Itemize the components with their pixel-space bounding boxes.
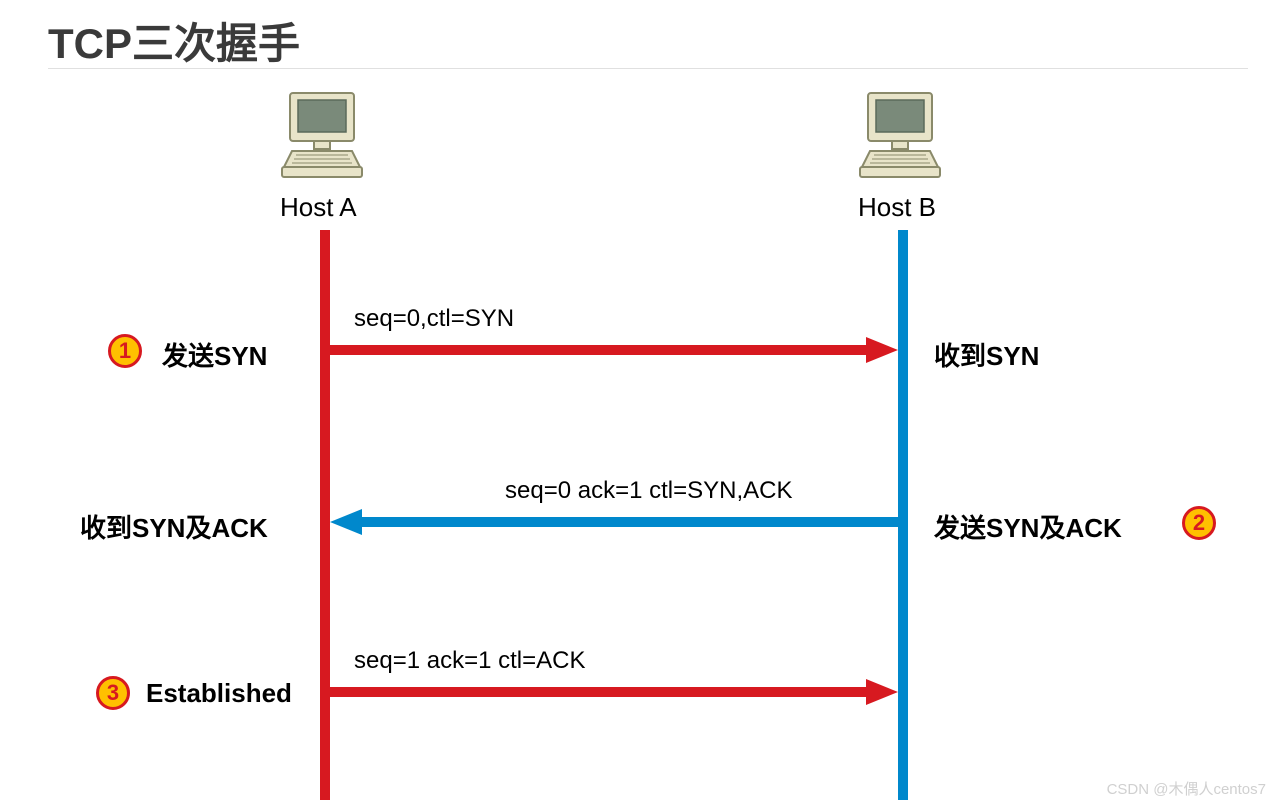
step3-left-label: Established bbox=[146, 678, 292, 709]
timeline-b bbox=[898, 230, 908, 800]
step3-arrow-label: seq=1 ack=1 ctl=ACK bbox=[354, 647, 585, 675]
step3-arrow bbox=[330, 677, 898, 707]
step-badge-2: 2 bbox=[1182, 506, 1216, 540]
watermark: CSDN @木偶人centos7 bbox=[1107, 778, 1266, 799]
step1-left-label: 发送SYN bbox=[162, 336, 267, 373]
host-b-label: Host B bbox=[858, 192, 936, 223]
computer-icon-a bbox=[278, 87, 372, 183]
computer-icon-b bbox=[856, 87, 950, 183]
step-badge-1: 1 bbox=[108, 334, 142, 368]
title-underline bbox=[48, 68, 1248, 69]
page-title: TCP三次握手 bbox=[48, 10, 300, 71]
step1-right-label: 收到SYN bbox=[934, 336, 1039, 373]
host-a-label: Host A bbox=[280, 192, 357, 223]
step2-right-label: 发送SYN及ACK bbox=[934, 508, 1122, 545]
step1-arrow bbox=[330, 335, 898, 365]
step2-arrow-label: seq=0 ack=1 ctl=SYN,ACK bbox=[505, 477, 792, 505]
step-badge-3: 3 bbox=[96, 676, 130, 710]
handshake-diagram: Host A Host B 1 发送SYN 收到SYN seq=0,ctl=SY… bbox=[0, 80, 1284, 800]
timeline-a bbox=[320, 230, 330, 800]
step2-left-label: 收到SYN及ACK bbox=[80, 508, 268, 545]
step2-arrow bbox=[330, 507, 898, 537]
step1-arrow-label: seq=0,ctl=SYN bbox=[354, 305, 514, 333]
